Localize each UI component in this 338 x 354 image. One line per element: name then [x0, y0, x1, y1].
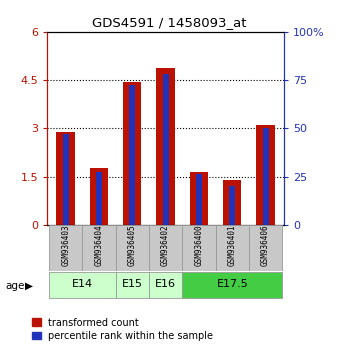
Text: E15: E15 [122, 279, 143, 290]
Bar [257, 125, 275, 225]
Bar [90, 167, 108, 225]
Text: GSM936402: GSM936402 [161, 225, 170, 266]
Bar [49, 225, 82, 271]
Bar [229, 185, 235, 225]
Text: GSM936405: GSM936405 [128, 225, 137, 266]
Text: GSM936404: GSM936404 [95, 225, 103, 266]
Text: ▶: ▶ [25, 281, 33, 291]
Text: E17.5: E17.5 [216, 279, 248, 290]
Bar [156, 68, 175, 225]
Bar [263, 129, 269, 225]
Bar [49, 272, 116, 298]
Text: age: age [5, 281, 24, 291]
Bar [123, 82, 142, 225]
Text: E14: E14 [72, 279, 93, 290]
Bar [116, 272, 149, 298]
Bar [190, 172, 208, 225]
Bar [249, 225, 282, 271]
Text: GDS4591 / 1458093_at: GDS4591 / 1458093_at [92, 16, 246, 29]
Bar [129, 85, 135, 225]
Bar [116, 225, 149, 271]
Bar [96, 172, 102, 225]
Bar [163, 74, 169, 225]
Bar [223, 181, 241, 225]
Text: GSM936401: GSM936401 [228, 225, 237, 266]
Text: E16: E16 [155, 279, 176, 290]
Bar [149, 272, 182, 298]
Text: GSM936406: GSM936406 [261, 225, 270, 266]
Bar [149, 225, 182, 271]
Text: GSM936400: GSM936400 [194, 225, 203, 266]
Bar [182, 272, 282, 298]
Text: GSM936403: GSM936403 [61, 225, 70, 266]
Bar [196, 174, 202, 225]
Bar [182, 225, 216, 271]
Legend: transformed count, percentile rank within the sample: transformed count, percentile rank withi… [32, 318, 213, 341]
Bar [82, 225, 116, 271]
Bar [216, 225, 249, 271]
Bar [56, 132, 75, 225]
Bar [63, 134, 69, 225]
